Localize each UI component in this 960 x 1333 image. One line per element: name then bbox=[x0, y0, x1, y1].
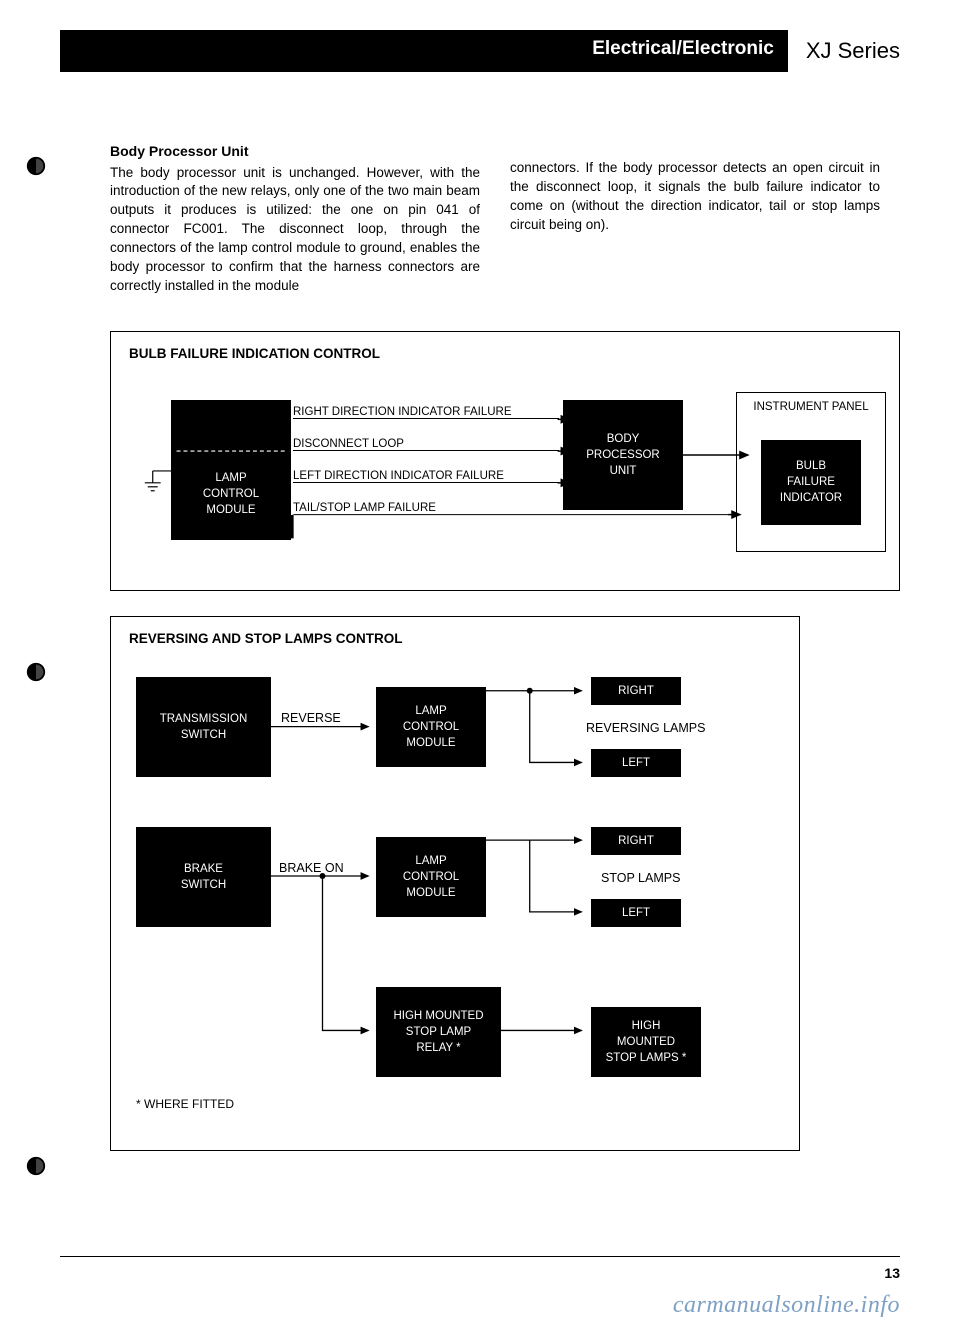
body-processor-box: BODY PROCESSOR UNIT bbox=[563, 400, 683, 510]
lcm-box-1: LAMP CONTROL MODULE bbox=[376, 687, 486, 767]
body-col2: connectors. If the body processor detect… bbox=[510, 142, 880, 296]
header-bar: Electrical/Electronic XJ Series bbox=[60, 30, 900, 72]
body-para1: The body processor unit is unchanged. Ho… bbox=[110, 165, 480, 293]
left-label-2: LEFT bbox=[622, 905, 650, 921]
body-text: Body Processor Unit The body processor u… bbox=[110, 142, 880, 296]
body-para2: connectors. If the body processor detect… bbox=[510, 160, 880, 232]
footer-rule bbox=[60, 1256, 900, 1257]
brake-switch-box: BRAKE SWITCH bbox=[136, 827, 271, 927]
right-label-1: RIGHT bbox=[618, 683, 654, 699]
brake-on-label: BRAKE ON bbox=[279, 861, 344, 875]
bullet-icon-2 bbox=[25, 661, 47, 683]
right-box-1: RIGHT bbox=[591, 677, 681, 705]
bulb-failure-indicator-label: BULB FAILURE INDICATOR bbox=[780, 458, 842, 506]
transmission-switch-label: TRANSMISSION SWITCH bbox=[160, 711, 248, 743]
where-fitted-footnote: * WHERE FITTED bbox=[136, 1097, 234, 1111]
diagram2-title: REVERSING AND STOP LAMPS CONTROL bbox=[129, 631, 781, 646]
lcm-label-2: LAMP CONTROL MODULE bbox=[403, 853, 459, 901]
signal-disconnect-loop: DISCONNECT LOOP bbox=[293, 438, 559, 451]
body-col1: Body Processor Unit The body processor u… bbox=[110, 142, 480, 296]
right-label-2: RIGHT bbox=[618, 833, 654, 849]
hmsl-relay-label: HIGH MOUNTED STOP LAMP RELAY * bbox=[393, 1008, 483, 1056]
bulb-failure-indicator-box: BULB FAILURE INDICATOR bbox=[761, 440, 861, 525]
header-series: XJ Series bbox=[788, 30, 900, 72]
high-mounted-lamps-label: HIGH MOUNTED STOP LAMPS * bbox=[606, 1018, 687, 1066]
diagram1-title: BULB FAILURE INDICATION CONTROL bbox=[129, 346, 881, 361]
lamp-control-module-label: LAMP CONTROL MODULE bbox=[203, 470, 259, 518]
left-box-1: LEFT bbox=[591, 749, 681, 777]
instrument-panel-label: INSTRUMENT PANEL bbox=[743, 401, 879, 413]
left-label-1: LEFT bbox=[622, 755, 650, 771]
stop-lamps-label: STOP LAMPS bbox=[601, 871, 680, 885]
page-number: 13 bbox=[884, 1265, 900, 1281]
right-box-2: RIGHT bbox=[591, 827, 681, 855]
lcm-label-1: LAMP CONTROL MODULE bbox=[403, 703, 459, 751]
reversing-lamps-label: REVERSING LAMPS bbox=[586, 721, 705, 735]
diagram-bulb-failure: BULB FAILURE INDICATION CONTROL LAMP CON… bbox=[110, 331, 900, 591]
lcm-box-2: LAMP CONTROL MODULE bbox=[376, 837, 486, 917]
section-heading: Body Processor Unit bbox=[110, 142, 480, 162]
bullet-icon bbox=[25, 155, 47, 177]
body-processor-label: BODY PROCESSOR UNIT bbox=[586, 431, 660, 479]
header-black: Electrical/Electronic bbox=[60, 30, 788, 72]
lamp-control-module-box: LAMP CONTROL MODULE bbox=[171, 400, 291, 540]
page: Electrical/Electronic XJ Series Body Pro… bbox=[0, 0, 960, 1216]
left-box-2: LEFT bbox=[591, 899, 681, 927]
reverse-label: REVERSE bbox=[281, 711, 341, 725]
transmission-switch-box: TRANSMISSION SWITCH bbox=[136, 677, 271, 777]
brake-switch-label: BRAKE SWITCH bbox=[181, 861, 226, 893]
hmsl-relay-box: HIGH MOUNTED STOP LAMP RELAY * bbox=[376, 987, 501, 1077]
bullet-icon-3 bbox=[25, 1155, 47, 1177]
signal-tail-stop: TAIL/STOP LAMP FAILURE bbox=[293, 502, 559, 514]
signal-left-dir: LEFT DIRECTION INDICATOR FAILURE bbox=[293, 470, 559, 483]
watermark: carmanualsonline.info bbox=[673, 1292, 900, 1319]
diagram-reversing-stop: REVERSING AND STOP LAMPS CONTROL TRANSMI… bbox=[110, 616, 800, 1151]
signal-right-dir: RIGHT DIRECTION INDICATOR FAILURE bbox=[293, 406, 559, 419]
high-mounted-lamps-box: HIGH MOUNTED STOP LAMPS * bbox=[591, 1007, 701, 1077]
